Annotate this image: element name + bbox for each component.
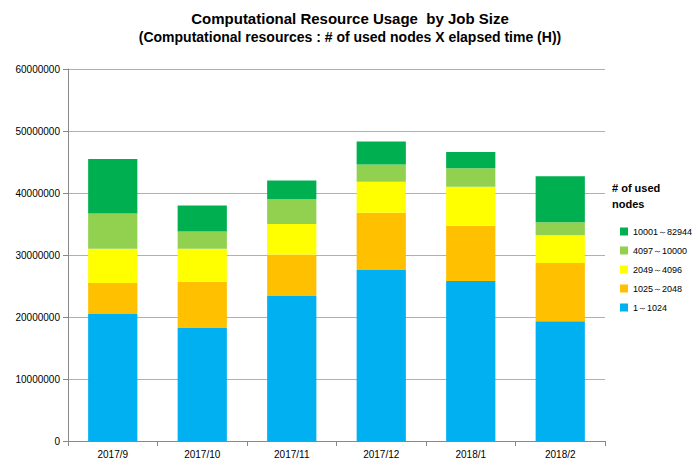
- svg-text:4097～10000: 4097～10000: [633, 246, 687, 256]
- svg-text:20000000: 20000000: [16, 312, 61, 323]
- svg-text:10001～82944: 10001～82944: [633, 227, 692, 237]
- svg-text:2017/10: 2017/10: [184, 449, 221, 460]
- svg-text:(Computational resources : # o: (Computational resources : # of used nod…: [139, 29, 561, 45]
- svg-text:2017/9: 2017/9: [97, 449, 128, 460]
- svg-text:2049～4096: 2049～4096: [633, 265, 682, 275]
- svg-text:50000000: 50000000: [16, 126, 61, 137]
- svg-text:40000000: 40000000: [16, 188, 61, 199]
- svg-text:30000000: 30000000: [16, 250, 61, 261]
- svg-text:2017/12: 2017/12: [363, 449, 400, 460]
- svg-text:2018/1: 2018/1: [455, 449, 486, 460]
- svg-text:# of used: # of used: [612, 182, 663, 194]
- svg-text:nodes: nodes: [612, 198, 644, 210]
- svg-text:1～1024: 1～1024: [633, 303, 667, 313]
- svg-text:60000000: 60000000: [16, 64, 61, 75]
- svg-text:0: 0: [54, 436, 60, 447]
- svg-text:Computational Resource Usage: Computational Resource Usage by Job Size: [191, 10, 509, 27]
- svg-text:2017/11: 2017/11: [274, 449, 310, 460]
- svg-text:1025～2048: 1025～2048: [633, 284, 682, 294]
- svg-text:2018/2: 2018/2: [545, 449, 576, 460]
- svg-text:10000000: 10000000: [16, 374, 61, 385]
